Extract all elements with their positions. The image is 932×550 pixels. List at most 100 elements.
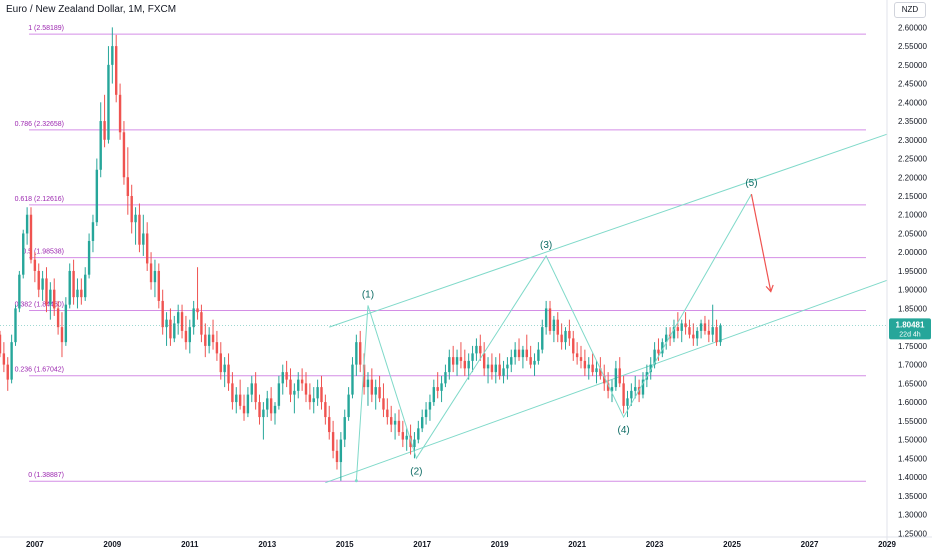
candle-body xyxy=(564,330,567,343)
price-tick-label: 2.10000 xyxy=(898,211,927,220)
time-tick-label: 2013 xyxy=(258,540,276,549)
candle-body xyxy=(405,435,408,440)
time-tick-label: 2009 xyxy=(103,540,121,549)
price-tick-label: 1.60000 xyxy=(898,398,927,407)
candle-body xyxy=(250,383,253,395)
wave-label: (3) xyxy=(540,240,552,251)
candle-body xyxy=(382,398,385,410)
candle-body xyxy=(703,323,707,331)
time-tick-label: 2015 xyxy=(336,540,354,549)
price-tick-label: 2.15000 xyxy=(898,192,927,201)
channel-upper-line xyxy=(329,133,888,328)
candle-body xyxy=(719,325,722,343)
candle-body xyxy=(215,342,219,354)
price-tick-label: 1.75000 xyxy=(898,342,927,351)
candle-body xyxy=(223,364,226,373)
candle-body xyxy=(72,270,75,298)
candle-body xyxy=(324,402,327,418)
candle-body xyxy=(699,323,703,331)
candle-body xyxy=(471,353,474,361)
candle-body xyxy=(630,390,633,399)
price-tick-label: 2.60000 xyxy=(898,23,927,32)
candle-body xyxy=(118,94,122,133)
candle-body xyxy=(711,327,714,335)
candle-body xyxy=(281,372,284,384)
candle-body xyxy=(331,432,335,451)
wave-label: (5) xyxy=(745,178,757,189)
candle-body xyxy=(560,334,563,343)
currency-selector[interactable]: NZD xyxy=(894,2,926,18)
candle-body xyxy=(653,349,656,365)
candle-body xyxy=(657,349,660,354)
candle-body xyxy=(622,383,625,406)
time-tick-label: 2017 xyxy=(413,540,431,549)
candle-body xyxy=(227,364,230,384)
price-tick-label: 1.35000 xyxy=(898,492,927,501)
candle-body xyxy=(277,383,281,406)
trend-channel xyxy=(325,133,888,484)
candle-body xyxy=(490,364,494,373)
candle-body xyxy=(246,394,250,414)
candle-body xyxy=(618,368,621,384)
candle-body xyxy=(207,334,211,346)
candle-body xyxy=(417,428,420,440)
candle-body xyxy=(494,364,497,373)
candle-body xyxy=(56,308,60,328)
fib-level-label: 0.382 (1.84460) xyxy=(15,301,64,308)
candle-body xyxy=(142,233,145,245)
candle-body xyxy=(672,327,676,339)
candle-body xyxy=(413,439,416,448)
candle-body xyxy=(517,349,521,358)
candle-body xyxy=(87,240,91,275)
candle-body xyxy=(176,312,180,324)
candle-body xyxy=(374,387,377,395)
candle-body xyxy=(169,319,172,339)
candle-body xyxy=(304,383,308,395)
price-tick-label: 1.50000 xyxy=(898,436,927,445)
candle-body xyxy=(25,214,29,234)
price-tick-label: 1.40000 xyxy=(898,473,927,482)
candle-body xyxy=(428,402,432,410)
candle-body xyxy=(107,64,110,140)
candle-body xyxy=(149,263,153,283)
candle-body xyxy=(355,342,358,365)
candle-body xyxy=(552,319,556,331)
price-tick-label: 2.45000 xyxy=(898,80,927,89)
candle-body xyxy=(300,379,304,384)
candle-body xyxy=(603,375,606,384)
fib-level-label: 0.618 (2.12616) xyxy=(15,196,64,203)
candle-body xyxy=(676,327,680,331)
candle-body xyxy=(451,357,455,365)
candle-body xyxy=(328,417,331,433)
candle-body xyxy=(273,405,277,414)
candle-body xyxy=(122,132,126,178)
candle-body xyxy=(266,398,269,410)
candle-body xyxy=(184,330,188,343)
candle-body xyxy=(544,308,548,328)
candle-body xyxy=(45,278,48,305)
candle-body xyxy=(513,349,517,358)
time-tick-label: 2021 xyxy=(568,540,586,549)
candle-body xyxy=(359,342,362,365)
candle-body xyxy=(537,349,540,361)
price-axis: 2.60000 2.55000 2.50000 2.45000 2.40000 2.350… xyxy=(886,0,927,550)
wave-path-line xyxy=(355,193,752,481)
candle-body xyxy=(188,327,191,343)
price-tick-label: 2.30000 xyxy=(898,136,927,145)
candle-body xyxy=(343,417,346,440)
fib-level-label: 0 (1.38887) xyxy=(28,472,64,479)
time-tick-label: 2029 xyxy=(878,540,896,549)
candle-body xyxy=(161,300,164,328)
time-tick-label: 2023 xyxy=(646,540,664,549)
candle-body xyxy=(665,334,668,343)
candle-body xyxy=(351,364,354,395)
candle-body xyxy=(626,398,629,406)
candle-body xyxy=(138,214,141,245)
candle-body xyxy=(2,353,6,365)
candle-body xyxy=(99,121,102,170)
candle-body xyxy=(397,420,401,433)
candle-body xyxy=(84,274,87,298)
candle-body xyxy=(393,420,397,425)
candle-body xyxy=(22,233,25,275)
